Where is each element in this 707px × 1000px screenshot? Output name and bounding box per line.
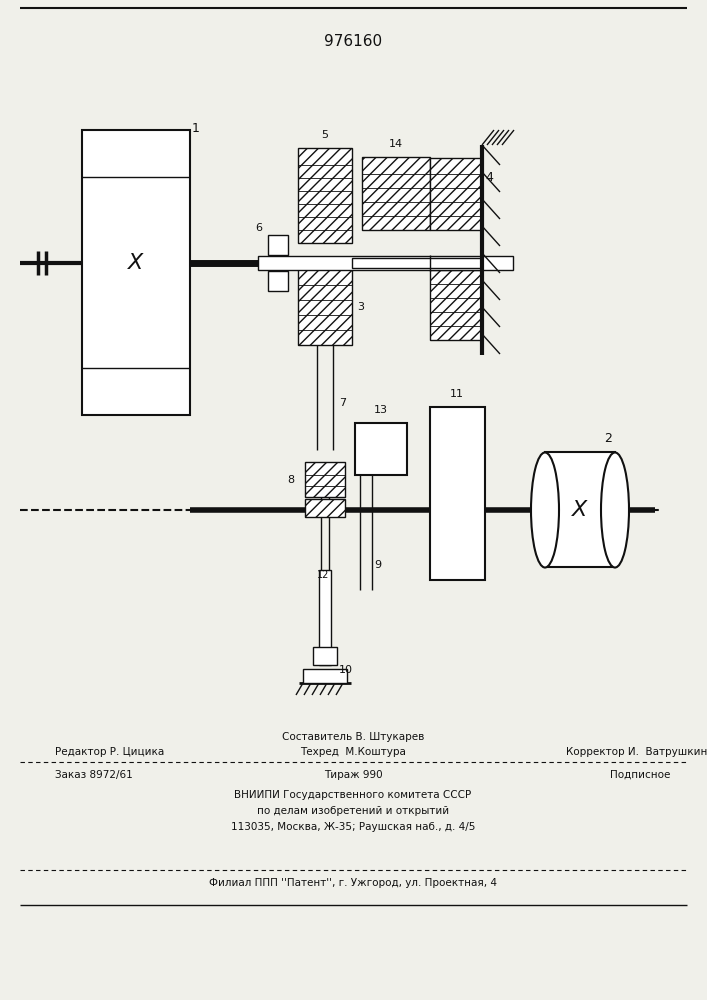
Ellipse shape: [531, 452, 559, 568]
Text: 113035, Москва, Ж-35; Раушская наб., д. 4/5: 113035, Москва, Ж-35; Раушская наб., д. …: [230, 822, 475, 832]
Text: 12: 12: [317, 570, 329, 580]
Bar: [258, 256, 513, 270]
Text: Корректор И.  Ватрушкина: Корректор И. Ватрушкина: [566, 747, 707, 757]
Text: X: X: [573, 500, 588, 520]
Bar: [352, 258, 482, 268]
Bar: [355, 423, 407, 475]
Text: Редактор Р. Цицика: Редактор Р. Цицика: [55, 747, 164, 757]
Text: ВНИИПИ Государственного комитета СССР: ВНИИПИ Государственного комитета СССР: [235, 790, 472, 800]
Text: 13: 13: [374, 405, 388, 415]
Bar: [305, 499, 345, 517]
Text: 3: 3: [357, 302, 364, 312]
Bar: [82, 130, 190, 415]
Text: 9: 9: [374, 560, 381, 570]
Bar: [545, 452, 615, 567]
Bar: [268, 271, 288, 291]
Text: 5: 5: [322, 130, 329, 140]
Bar: [268, 235, 288, 255]
Text: Филиал ППП ''Патент'', г. Ужгород, ул. Проектная, 4: Филиал ППП ''Патент'', г. Ужгород, ул. П…: [209, 878, 497, 888]
Text: 11: 11: [450, 389, 464, 399]
Text: по делам изобретений и открытий: по делам изобретений и открытий: [257, 806, 449, 816]
Text: 6: 6: [255, 223, 262, 233]
Text: 976160: 976160: [324, 34, 382, 49]
Bar: [430, 407, 485, 580]
Bar: [313, 647, 337, 665]
Text: 1: 1: [192, 122, 200, 135]
Bar: [298, 268, 352, 345]
Text: Заказ 8972/61: Заказ 8972/61: [55, 770, 133, 780]
Bar: [430, 158, 482, 230]
Text: 14: 14: [389, 139, 403, 149]
Bar: [430, 270, 482, 340]
Text: 2: 2: [604, 432, 612, 445]
Text: 7: 7: [339, 398, 346, 408]
Text: 4: 4: [485, 171, 493, 184]
Bar: [319, 570, 331, 665]
Text: 8: 8: [287, 475, 294, 485]
Text: Техред  М.Коштура: Техред М.Коштура: [300, 747, 406, 757]
Text: Подписное: Подписное: [610, 770, 670, 780]
Bar: [298, 148, 352, 243]
Text: Составитель В. Штукарев: Составитель В. Штукарев: [282, 732, 424, 742]
Bar: [362, 157, 430, 230]
Bar: [303, 669, 347, 683]
Bar: [305, 462, 345, 497]
Text: Тираж 990: Тираж 990: [324, 770, 382, 780]
Ellipse shape: [601, 452, 629, 568]
Text: 10: 10: [339, 665, 353, 675]
Text: X: X: [129, 253, 144, 273]
